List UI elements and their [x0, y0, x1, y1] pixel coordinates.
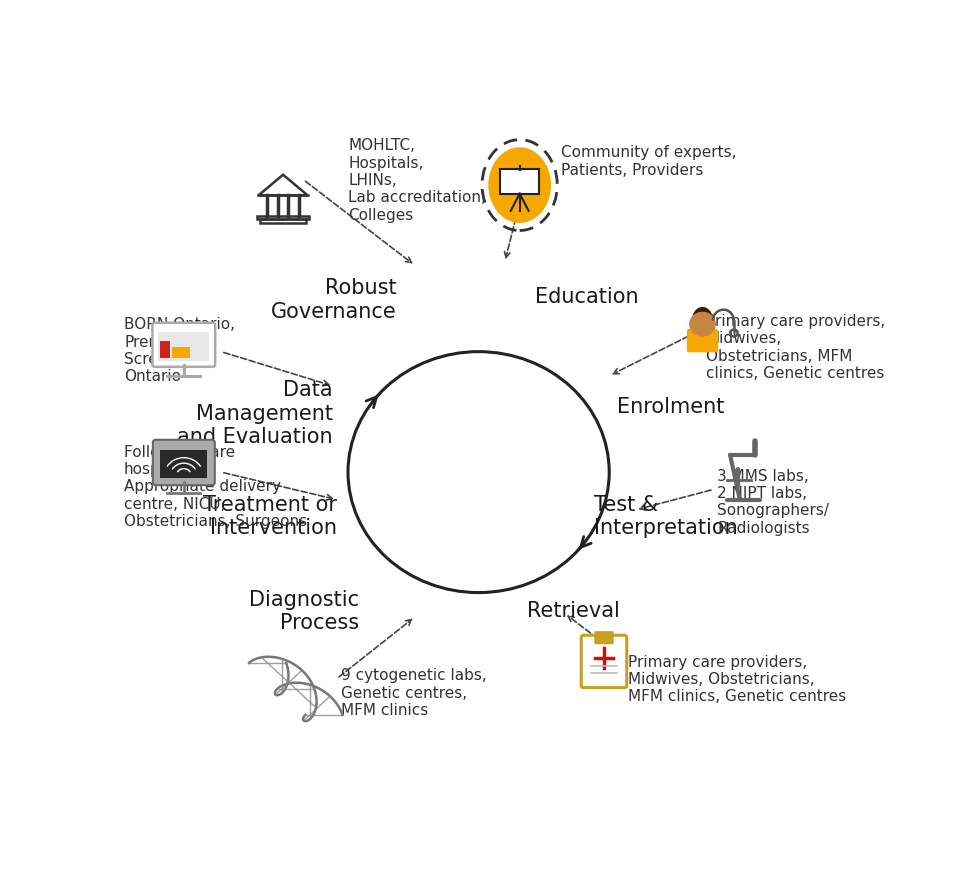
Bar	[260, 219, 306, 224]
FancyBboxPatch shape	[582, 636, 627, 687]
Text: 3 MMS labs,
2 NIPT labs,
Sonographers/
Radiologists: 3 MMS labs, 2 NIPT labs, Sonographers/ R…	[717, 468, 829, 536]
Text: Enrolment: Enrolment	[616, 397, 724, 417]
Text: Retrieval: Retrieval	[527, 601, 620, 621]
Bar	[160, 341, 170, 358]
Text: BORN Ontario,
Prenatal
Screening
Ontario: BORN Ontario, Prenatal Screening Ontario	[124, 317, 235, 384]
Bar	[160, 450, 207, 477]
Ellipse shape	[692, 307, 713, 333]
Text: Test &
Interpretation: Test & Interpretation	[594, 495, 738, 538]
Circle shape	[690, 312, 716, 336]
Text: Data
Management
and Evaluation: Data Management and Evaluation	[177, 381, 333, 447]
Text: MOHLTC,
Hospitals,
LHINs,
Lab accreditation,
Colleges: MOHLTC, Hospitals, LHINs, Lab accreditat…	[348, 139, 486, 223]
Ellipse shape	[488, 148, 551, 223]
FancyBboxPatch shape	[594, 631, 613, 645]
Text: Community of experts,
Patients, Providers: Community of experts, Patients, Provider…	[560, 145, 736, 178]
Text: Primary care providers,
Midwives, Obstetricians,
MFM clinics, Genetic centres: Primary care providers, Midwives, Obstet…	[628, 654, 846, 704]
FancyBboxPatch shape	[500, 169, 539, 194]
Text: Primary care providers,
Midwives,
Obstetricians, MFM
clinics, Genetic centres: Primary care providers, Midwives, Obstet…	[706, 314, 886, 381]
Bar	[171, 347, 190, 358]
FancyBboxPatch shape	[153, 440, 215, 485]
Text: Follow-up care
hospitals,
Appropriate delivery
centre, NICU,
Obstetricians, Surg: Follow-up care hospitals, Appropriate de…	[124, 444, 307, 529]
Text: Treatment or
Intervention: Treatment or Intervention	[203, 495, 337, 538]
Text: Education: Education	[534, 287, 638, 307]
FancyBboxPatch shape	[152, 323, 215, 367]
FancyBboxPatch shape	[687, 329, 718, 352]
Bar	[257, 215, 309, 219]
Bar	[159, 332, 209, 360]
Text: Robust
Governance: Robust Governance	[271, 278, 397, 322]
Text: 9 cytogenetic labs,
Genetic centres,
MFM clinics: 9 cytogenetic labs, Genetic centres, MFM…	[341, 669, 486, 718]
Text: Diagnostic
Process: Diagnostic Process	[249, 589, 359, 633]
